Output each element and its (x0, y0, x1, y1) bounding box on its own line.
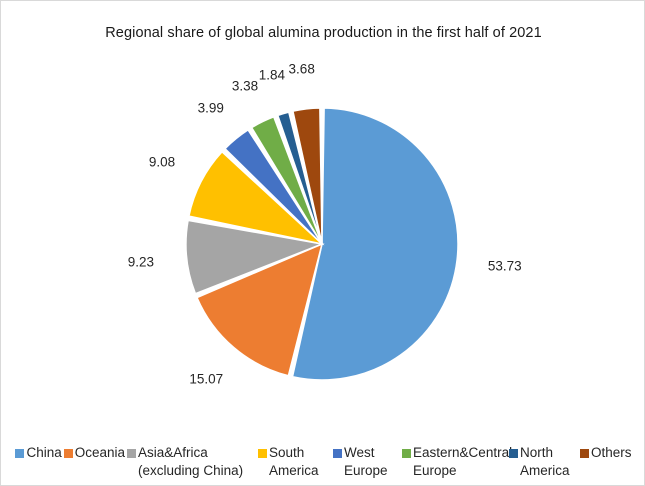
legend-swatch-icon (580, 449, 590, 458)
pie-slice[interactable] (291, 107, 459, 381)
legend-item-label: Eastern&Central Europe (413, 445, 513, 479)
pie-slice-value-label: 3.99 (197, 100, 224, 116)
chart-title: Regional share of global alumina product… (105, 25, 542, 41)
legend-swatch-icon (258, 449, 268, 458)
pie-slice[interactable] (292, 107, 323, 245)
pie-chart-svg (185, 107, 459, 381)
pie-slice[interactable] (196, 242, 324, 377)
legend-item[interactable]: Asia&Africa (excluding China) (127, 444, 256, 480)
pie-chart-plot-area: 53.73 15.07 9.23 9.08 3.99 3.38 1.84 3.68 (1, 1, 644, 441)
legend-swatch-icon (402, 449, 412, 458)
pie-slice[interactable] (250, 115, 323, 245)
pie-slice-value-label: 9.08 (148, 154, 176, 170)
pie-slice-value-label: 9.23 (127, 254, 155, 270)
legend-item-label: China (26, 445, 62, 460)
legend-item[interactable]: China (15, 444, 62, 462)
legend-item[interactable]: Oceania (63, 444, 126, 462)
pie-slice-value-label: 1.84 (258, 67, 285, 83)
legend-item[interactable]: West Europe (333, 444, 400, 480)
legend-swatch-icon (333, 449, 343, 458)
pie-slice-value-label: 3.68 (288, 61, 315, 77)
legend-item[interactable]: Eastern&Central Europe (402, 444, 513, 480)
legend-swatch-icon (509, 449, 519, 458)
pie-slice[interactable] (276, 111, 323, 245)
pie-slice[interactable] (223, 128, 323, 245)
legend-swatch-icon (63, 449, 73, 458)
legend-swatch-icon (15, 449, 25, 458)
legend-item-label: Oceania (74, 445, 126, 460)
legend-item[interactable]: Others (580, 444, 632, 462)
legend-item[interactable]: North America (509, 444, 578, 480)
pie-slice-value-label: 3.38 (231, 78, 259, 94)
pie-slice-group (185, 107, 459, 381)
chart-legend: China Oceania Asia&Africa (excluding China… (1, 444, 644, 485)
legend-item-label: Asia&Africa (excluding China) (138, 445, 244, 479)
legend-swatch-icon (127, 449, 137, 458)
legend-item-label: West Europe (344, 445, 388, 479)
legend-item[interactable]: South America (258, 444, 331, 480)
legend-item-label: Others (591, 445, 632, 460)
pie-slice[interactable] (187, 150, 325, 246)
pie-slice[interactable] (185, 219, 325, 295)
pie-slice-value-label: 15.07 (189, 371, 224, 387)
legend-item-label: South America (269, 445, 319, 479)
pie-slice-value-label: 53.73 (487, 258, 522, 273)
legend-item-label: North America (520, 445, 570, 479)
